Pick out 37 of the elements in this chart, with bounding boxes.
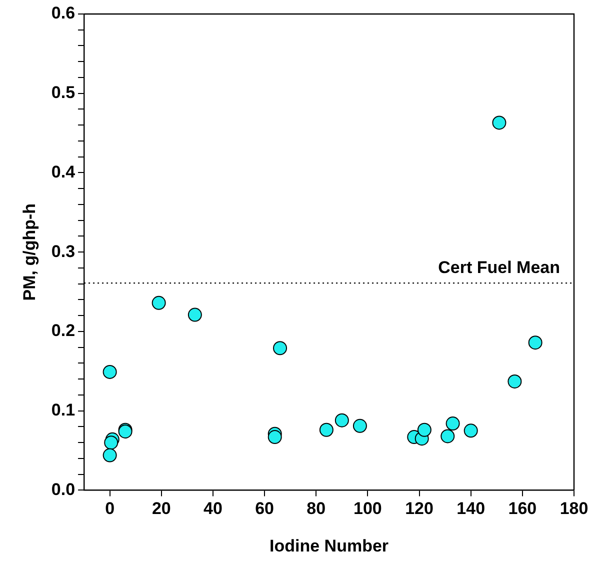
point <box>492 116 506 130</box>
y-tick-label: 0.3 <box>51 242 76 261</box>
ref-line-label: Cert Fuel Mean <box>438 258 560 278</box>
x-tick-label: 20 <box>152 499 171 518</box>
point <box>464 424 478 438</box>
y-tick-label: 0.1 <box>51 400 76 420</box>
point <box>188 308 202 322</box>
x-axis-title: Iodine Number <box>270 536 389 556</box>
x-tick-label: 80 <box>306 499 326 518</box>
y-tick-label: 0.4 <box>51 162 76 182</box>
y-tick-label: 0.6 <box>51 4 76 23</box>
x-tick-label: 120 <box>405 499 434 518</box>
x-tick-label: 60 <box>255 499 274 518</box>
point <box>102 364 117 379</box>
point <box>446 416 460 431</box>
x-tick-label: 140 <box>456 499 486 518</box>
point <box>528 336 542 350</box>
point <box>273 341 288 356</box>
point <box>508 374 522 388</box>
x-tick-label: 180 <box>560 499 588 518</box>
y-axis-title: PM, g/ghp-h <box>20 203 39 301</box>
point <box>334 413 349 428</box>
point <box>152 296 166 310</box>
point <box>417 422 432 437</box>
x-tick-label: 160 <box>508 499 537 518</box>
y-tick-label: 0.2 <box>51 321 76 340</box>
point <box>104 436 118 450</box>
point <box>319 422 334 437</box>
x-tick-label: 0 <box>105 499 115 518</box>
point <box>102 448 117 462</box>
x-tick-label: 40 <box>204 499 222 518</box>
x-tick-label: 100 <box>354 499 382 518</box>
point <box>268 430 282 444</box>
y-tick-label: 0.0 <box>51 480 76 499</box>
y-tick-label: 0.5 <box>51 83 76 102</box>
point <box>440 429 455 444</box>
point <box>352 418 367 433</box>
